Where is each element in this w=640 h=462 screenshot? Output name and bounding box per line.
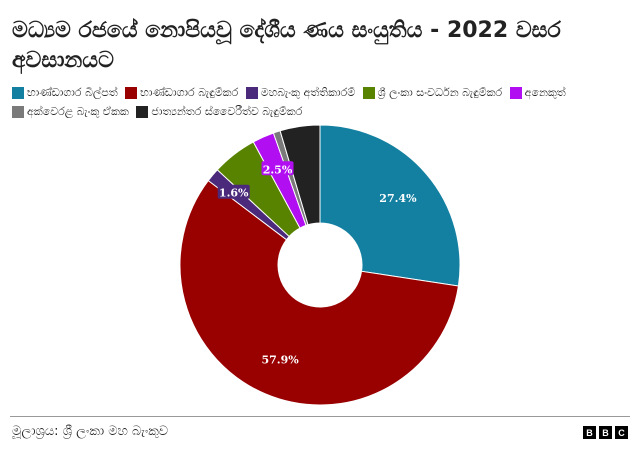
legend: භාණ්ඩාගාර බිල්පත් භාණ්ඩාගාර බැඳුම්කර මහබ… xyxy=(12,85,632,123)
legend-label: අක්වෙරළ බැංකු ඒකක xyxy=(27,105,129,118)
legend-label: භාණ්ඩාගාර බිල්පත් xyxy=(27,86,118,99)
legend-item: අනෙකුත් xyxy=(509,85,566,101)
source-note: මූලාශ්‍රය: ශ්‍රී ලංකා මහ බැංකුව xyxy=(12,424,169,439)
chart-title: මධ්‍යම රජයේ නොපියවූ දේශීය ණය සංයුතිය - 2… xyxy=(12,18,561,73)
swatch-icon xyxy=(509,87,522,99)
swatch-icon xyxy=(12,87,24,99)
legend-item: භාණ්ඩාගාර බැඳුම්කර xyxy=(125,85,238,101)
divider xyxy=(10,416,630,417)
pie-slices xyxy=(179,124,461,406)
legend-label: ජාත්‍යන්තර ස්වෛරීත්ව බැඳුම්කර xyxy=(151,105,303,118)
legend-item: ශ්‍රී ලංකා සංවර්ධන බැඳුම්කර xyxy=(362,85,503,101)
legend-item: භාණ්ඩාගාර බිල්පත් xyxy=(12,85,118,101)
swatch-icon xyxy=(362,87,375,99)
data-label: 57.9% xyxy=(261,354,299,367)
swatch-icon xyxy=(125,87,138,99)
bbc-logo: B B C xyxy=(583,426,628,439)
pie-slice xyxy=(179,179,459,406)
legend-label: ශ්‍රී ලංකා සංවර්ධන බැඳුම්කර xyxy=(377,86,503,99)
data-label: 2.5% xyxy=(263,163,293,176)
pie-slice xyxy=(319,124,461,287)
pie-labels: 27.4% 57.9% 1.6% 2.5% xyxy=(217,161,417,367)
swatch-icon xyxy=(136,106,149,118)
legend-label: මහබැංකු අත්තිකාරම් xyxy=(260,86,356,99)
legend-item: අක්වෙරළ බැංකු ඒකක xyxy=(12,104,129,120)
legend-label: අනෙකුත් xyxy=(524,86,566,99)
data-label: 1.6% xyxy=(219,187,249,200)
swatch-icon xyxy=(245,87,258,99)
legend-item: ජාත්‍යන්තර ස්වෛරීත්ව බැඳුම්කර xyxy=(136,104,302,120)
swatch-icon xyxy=(12,106,24,118)
legend-item: මහබැංකු අත්තිකාරම් xyxy=(245,85,356,101)
pie-slice xyxy=(279,124,321,226)
data-label: 27.4% xyxy=(379,192,417,205)
legend-label: භාණ්ඩාගාර බැඳුම්කර xyxy=(140,86,239,99)
